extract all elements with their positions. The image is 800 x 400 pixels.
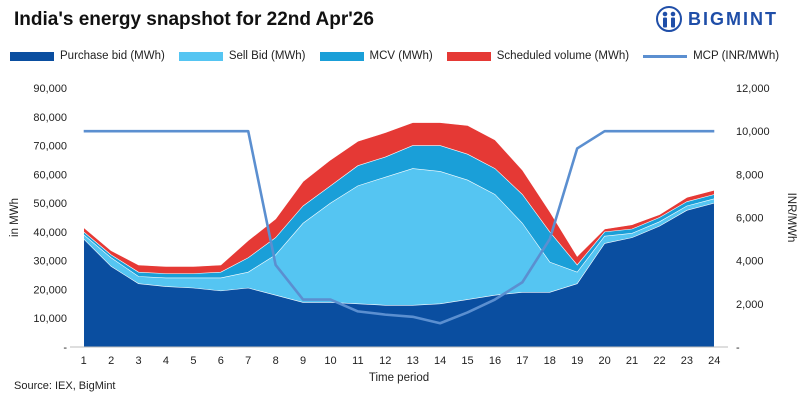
x-tick-label: 10 (324, 355, 336, 367)
y-tick-label: - (63, 342, 67, 354)
y2-axis-title: INR/MWh (785, 193, 797, 243)
x-tick-label: 21 (626, 355, 638, 367)
y-tick-label: 60,000 (33, 169, 67, 181)
y-tick-label: 30,000 (33, 256, 67, 268)
legend-label: Sell Bid (MWh) (228, 50, 306, 62)
y-tick-label: 70,000 (33, 141, 67, 153)
legend-swatch-line (643, 54, 688, 58)
legend-swatch (178, 51, 223, 61)
x-tick-label: 24 (708, 355, 720, 367)
legend-swatch (319, 51, 364, 61)
source-note: Source: IEX, BigMint (14, 380, 116, 392)
x-tick-label: 22 (653, 355, 665, 367)
brand-name: BIGMINT (688, 8, 778, 29)
legend-label: MCV (MWh) (369, 50, 433, 62)
area-purchase-bid (83, 202, 715, 348)
x-tick-label: 4 (163, 355, 169, 367)
y-tick-label: 80,000 (33, 112, 67, 124)
y-tick-label: 20,000 (33, 284, 67, 296)
x-tick-label: 18 (544, 355, 556, 367)
legend-item-scheduled-volume: Scheduled volume (MWh) (446, 50, 630, 62)
y-tick-label: 50,000 (33, 198, 67, 210)
x-tick-label: 3 (135, 355, 141, 367)
chart-legend: Purchase bid (MWh) Sell Bid (MWh) MCV (M… (10, 50, 793, 62)
y-tick-label: 10,000 (33, 313, 67, 325)
x-tick-label: 23 (681, 355, 693, 367)
legend-item-mcp: MCP (INR/MWh) (643, 50, 779, 62)
legend-swatch (446, 51, 491, 61)
legend-label: Scheduled volume (MWh) (496, 50, 630, 62)
x-tick-label: 15 (461, 355, 473, 367)
x-tick-label: 5 (190, 355, 196, 367)
y-tick-label: 90,000 (33, 83, 67, 95)
x-axis-title: Time period (369, 372, 429, 384)
x-tick-label: 12 (379, 355, 391, 367)
x-tick-label: 20 (599, 355, 611, 367)
legend-label: MCP (INR/MWh) (693, 50, 780, 62)
x-tick-label: 19 (571, 355, 583, 367)
x-tick-label: 7 (245, 355, 251, 367)
bigmint-logo-icon (656, 6, 682, 32)
y2-tick-label: - (736, 342, 740, 354)
x-tick-label: 14 (434, 355, 446, 367)
y2-tick-label: 12,000 (736, 83, 770, 95)
x-tick-label: 17 (516, 355, 528, 367)
legend-item-sell-bid: Sell Bid (MWh) (178, 50, 306, 62)
x-tick-label: 16 (489, 355, 501, 367)
legend-label: Purchase bid (MWh) (60, 50, 165, 62)
x-tick-label: 1 (81, 355, 87, 367)
y-tick-label: 40,000 (33, 227, 67, 239)
x-tick-label: 11 (352, 355, 363, 367)
x-tick-label: 13 (407, 355, 419, 367)
y2-tick-label: 2,000 (736, 299, 764, 311)
legend-item-purchase-bid: Purchase bid (MWh) (10, 50, 165, 62)
x-tick-label: 2 (108, 355, 114, 367)
brand-logo: BIGMINT (656, 6, 778, 32)
chart-title: India's energy snapshot for 22nd Apr'26 (14, 9, 374, 30)
legend-item-mcv: MCV (MWh) (319, 50, 433, 62)
legend-swatch (10, 51, 54, 61)
x-tick-label: 9 (300, 355, 306, 367)
x-tick-label: 6 (218, 355, 224, 367)
y-axis-title: in MWh (9, 198, 21, 237)
y2-tick-label: 6,000 (736, 213, 764, 225)
y2-tick-label: 4,000 (736, 256, 764, 268)
x-tick-label: 8 (273, 355, 279, 367)
y2-tick-label: 10,000 (736, 126, 770, 138)
line-mcp (83, 129, 715, 325)
y2-tick-label: 8,000 (736, 169, 764, 181)
